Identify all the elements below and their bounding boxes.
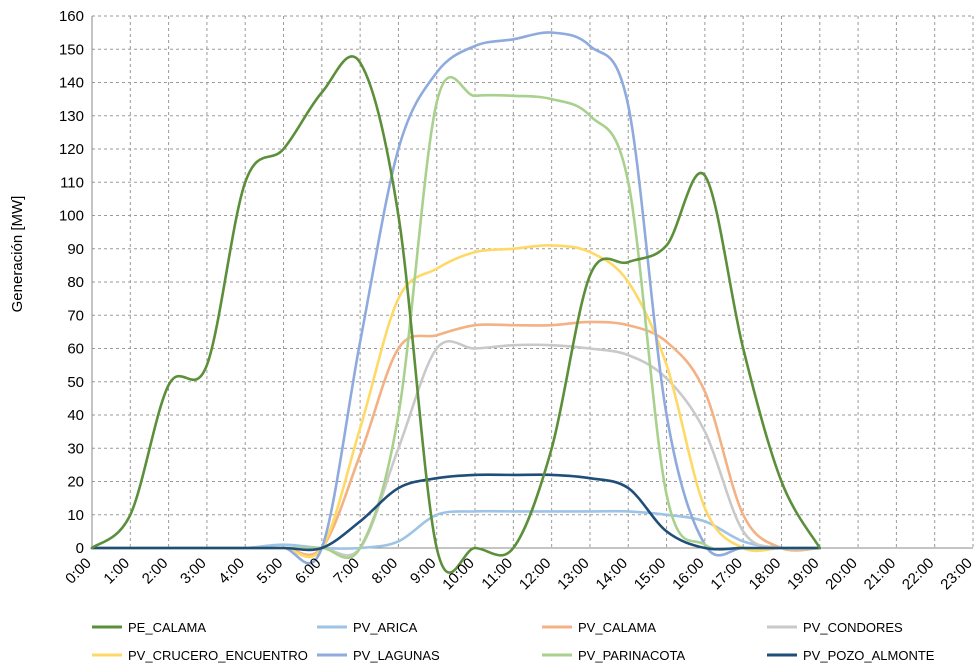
x-tick-label: 18:00: [746, 555, 785, 594]
legend-item: PV_CRUCERO_ENCUENTRO: [92, 648, 308, 663]
series-line-pv-pozo-almonte: [90, 473, 822, 552]
legend-item: PV_LAGUNAS: [317, 648, 440, 663]
y-tick-label: 150: [59, 41, 84, 58]
x-tick-label: 5:00: [254, 555, 287, 588]
x-tick-label: 19:00: [784, 555, 823, 594]
legend: PE_CALAMA PV_ARICA PV_CALAMA PV_CONDORES PV_…: [92, 620, 935, 663]
x-tick-label: 3:00: [177, 555, 210, 588]
x-tick-label: 22:00: [899, 555, 938, 594]
x-axis-ticks: 0:00 1:00 2:00 3:00 4:00 5:00 6:00 7:00 8:00 9:00…: [62, 555, 976, 594]
series-line-pv-crucero-encuentro: [90, 244, 822, 559]
y-axis-label: Generación [MW]: [9, 196, 26, 313]
x-tick-label: 23:00: [937, 555, 976, 594]
legend-item: PV_PARINACOTA: [542, 648, 685, 663]
legend-item: PV_ARICA: [317, 620, 418, 635]
legend-label: PV_CONDORES: [803, 620, 903, 635]
y-tick-label: 50: [67, 374, 84, 391]
legend-label: PV_PARINACOTA: [578, 648, 685, 663]
legend-item: PE_CALAMA: [92, 620, 206, 635]
x-tick-label: 0:00: [62, 555, 95, 588]
legend-item: PV_CALAMA: [542, 620, 656, 635]
legend-label: PV_POZO_ALMONTE: [803, 648, 935, 663]
y-tick-label: 120: [59, 141, 84, 158]
x-tick-label: 7:00: [330, 555, 363, 588]
x-tick-label: 4:00: [215, 555, 248, 588]
x-tick-label: 17:00: [707, 555, 746, 594]
x-tick-label: 11:00: [478, 555, 516, 593]
x-tick-label: 12:00: [516, 555, 555, 594]
y-tick-label: 40: [67, 407, 84, 424]
x-tick-label: 9:00: [407, 555, 440, 588]
legend-label: PV_CRUCERO_ENCUENTRO: [128, 648, 308, 663]
series-line-pv-arica: [90, 509, 822, 550]
legend-item: PV_CONDORES: [767, 620, 903, 635]
x-tick-label: 15:00: [631, 555, 670, 594]
legend-label: PE_CALAMA: [128, 620, 206, 635]
x-tick-label: 10:00: [439, 555, 478, 594]
y-tick-label: 0: [76, 540, 84, 557]
x-tick-label: 20:00: [822, 555, 861, 594]
x-tick-label: 16:00: [669, 555, 708, 594]
y-tick-label: 140: [59, 75, 84, 92]
series-line-pe-calama: [90, 55, 822, 574]
legend-label: PV_LAGUNAS: [353, 648, 440, 663]
series-lines: [90, 31, 822, 574]
legend-label: PV_ARICA: [353, 620, 418, 635]
y-tick-label: 30: [67, 440, 84, 457]
y-tick-label: 70: [67, 307, 84, 324]
y-tick-label: 100: [59, 208, 84, 225]
y-axis-ticks: 0 10 20 30 40 50 60 70 80 90 100 110 120 130 140 150 160: [59, 8, 84, 557]
x-tick-label: 6:00: [292, 555, 325, 588]
y-tick-label: 80: [67, 274, 84, 291]
legend-item: PV_POZO_ALMONTE: [767, 648, 935, 663]
y-tick-label: 110: [60, 174, 84, 191]
x-tick-label: 8:00: [369, 555, 402, 588]
grid-lines: [92, 15, 974, 548]
x-tick-label: 14:00: [593, 555, 632, 594]
x-tick-label: 2:00: [139, 555, 172, 588]
x-tick-label: 1:00: [100, 555, 133, 588]
y-tick-label: 90: [67, 241, 84, 258]
y-tick-label: 20: [67, 474, 84, 491]
series-line-pv-lagunas: [90, 31, 822, 565]
y-tick-label: 160: [59, 8, 84, 25]
legend-label: PV_CALAMA: [578, 620, 656, 635]
y-tick-label: 130: [59, 108, 84, 125]
x-tick-label: 21:00: [861, 555, 900, 594]
y-tick-label: 60: [67, 341, 84, 358]
y-tick-label: 10: [67, 507, 84, 524]
x-tick-label: 13:00: [554, 555, 593, 594]
